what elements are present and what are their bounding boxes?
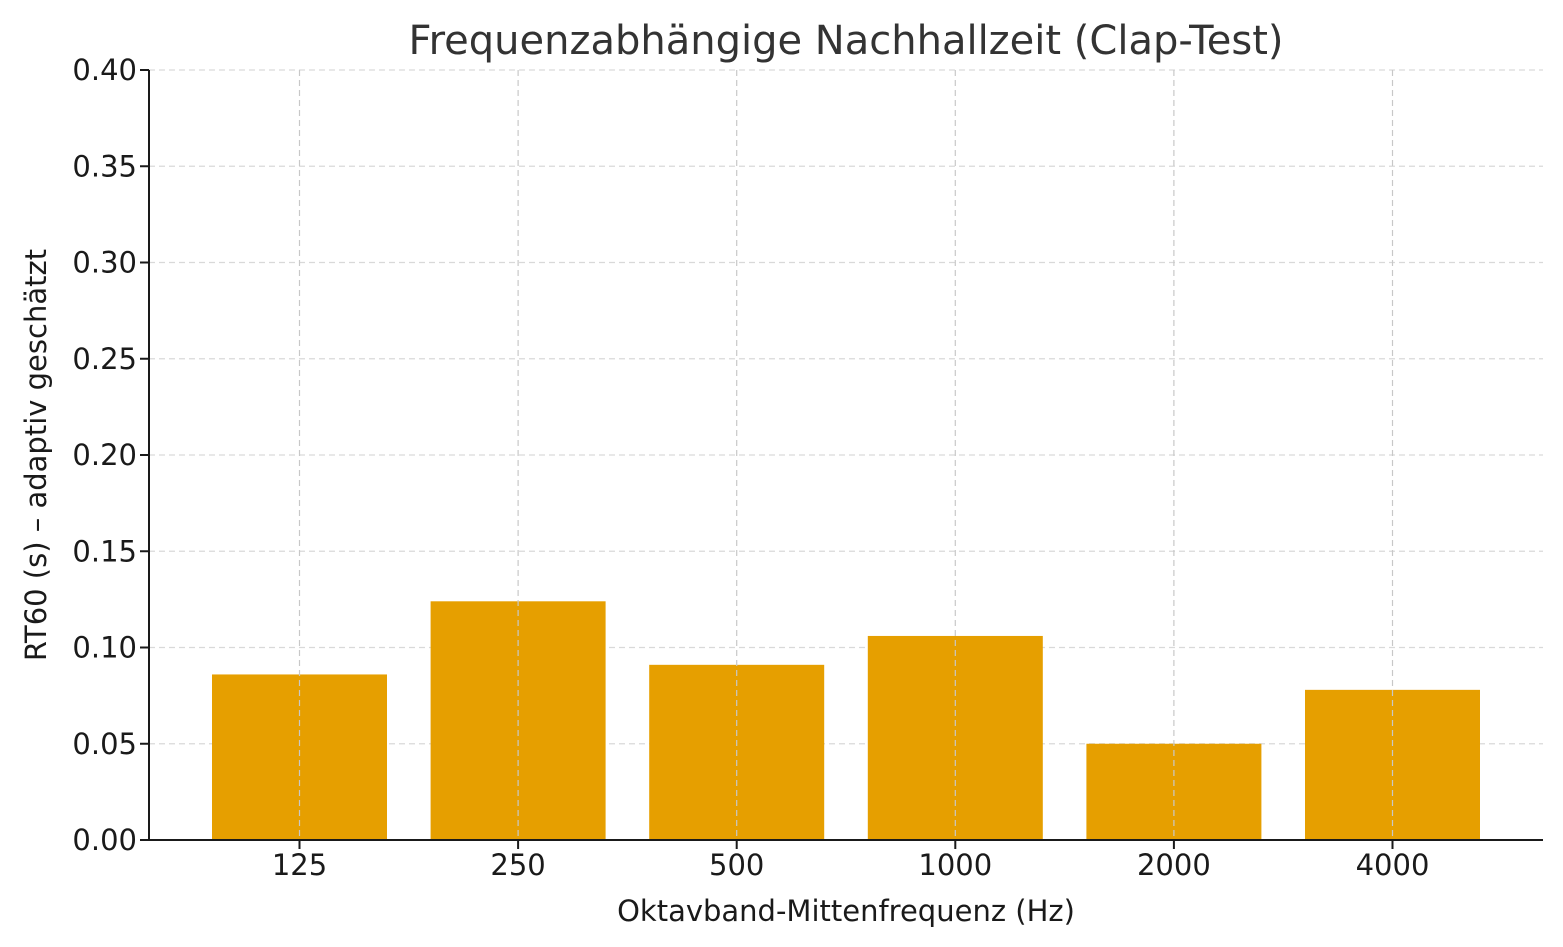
x-tick-label: 500 — [709, 848, 764, 882]
y-tick-label: 0.10 — [72, 631, 137, 665]
y-axis-label: RT60 (s) – adaptiv geschätzt — [19, 249, 53, 661]
x-tick-label: 250 — [490, 848, 545, 882]
y-tick-label: 0.40 — [72, 53, 137, 87]
x-gridlines-overlay — [298, 70, 1394, 840]
y-tick-label: 0.25 — [72, 342, 137, 376]
x-tick-label: 4000 — [1356, 848, 1430, 882]
y-tick-label: 0.05 — [72, 727, 137, 761]
chart-title: Frequenzabhängige Nachhallzeit (Clap-Tes… — [409, 18, 1284, 64]
y-tick-label: 0.30 — [72, 246, 137, 280]
grid — [149, 69, 1543, 745]
bars — [212, 601, 1480, 840]
bar-1000 — [867, 635, 1043, 840]
y-tick-label: 0.00 — [72, 823, 137, 857]
x-tick-label: 1000 — [918, 848, 992, 882]
y-tick-label: 0.20 — [72, 438, 137, 472]
x-tick-label: 2000 — [1137, 848, 1211, 882]
y-tick-label: 0.35 — [72, 149, 137, 183]
x-axis-label: Oktavband-Mittenfrequenz (Hz) — [617, 894, 1075, 928]
x-ticks: 125 250 500 1000 2000 4000 — [272, 840, 1430, 882]
y-tick-label: 0.15 — [72, 534, 137, 568]
x-tick-label: 125 — [272, 848, 327, 882]
y-ticks: 0.00 0.05 0.10 0.15 0.20 0.25 0.30 0.35 0.40 — [72, 53, 149, 857]
